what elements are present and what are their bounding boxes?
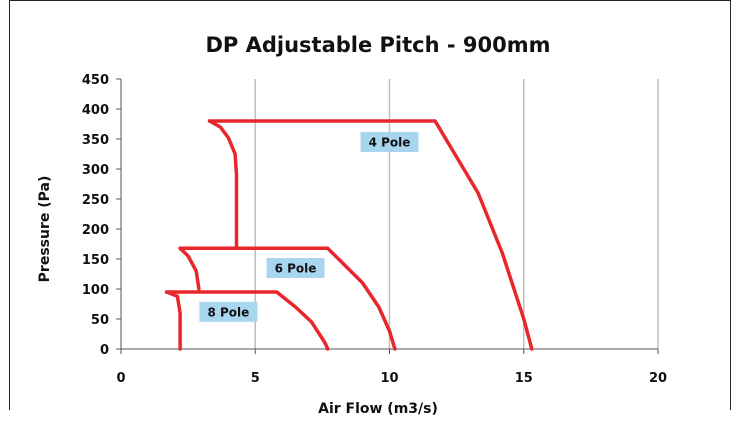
curve-left-8-pole <box>164 290 182 351</box>
annotation-label: 4 Pole <box>369 136 411 150</box>
annotation-box <box>199 301 258 322</box>
y-tick-label: 400 <box>82 103 109 118</box>
curve-left-6-pole <box>178 246 201 291</box>
y-tick-label: 200 <box>82 223 109 238</box>
x-axis-label: Air Flow (m3/s) <box>318 401 438 417</box>
ticks: 0 50 100 150 200 250 300 350 400 450 0 5 10 15 20 <box>82 73 667 386</box>
y-tick-label: 0 <box>100 343 109 358</box>
annotation-label: 8 Pole <box>207 305 249 319</box>
curve-left-4-pole <box>207 119 239 249</box>
curve-8-pole <box>164 290 330 351</box>
y-tick-label: 100 <box>82 283 109 298</box>
y-tick-label: 350 <box>82 133 109 148</box>
x-tick-label: 10 <box>380 371 398 386</box>
x-tick-label: 15 <box>515 371 533 386</box>
chart-title: DP Adjustable Pitch - 900mm <box>205 33 550 57</box>
annotations: 4 Pole 6 Pole 8 Pole <box>199 132 419 322</box>
x-tick-label: 20 <box>649 371 667 386</box>
curve-6-pole <box>178 246 397 351</box>
curves <box>164 119 534 351</box>
y-tick-label: 250 <box>82 193 109 208</box>
y-tick-label: 150 <box>82 253 109 268</box>
x-tick-label: 5 <box>251 371 260 386</box>
y-tick-label: 300 <box>82 163 109 178</box>
chart-frame <box>9 0 731 410</box>
y-tick-label: 450 <box>82 73 109 88</box>
y-axis-label: Pressure (Pa) <box>37 176 53 283</box>
annotation-box <box>360 132 419 152</box>
annotation-box <box>266 258 325 278</box>
curve-4-pole <box>207 119 534 351</box>
annotation-label: 6 Pole <box>275 262 317 276</box>
y-tick-label: 50 <box>91 313 109 328</box>
x-tick-label: 0 <box>116 371 125 386</box>
